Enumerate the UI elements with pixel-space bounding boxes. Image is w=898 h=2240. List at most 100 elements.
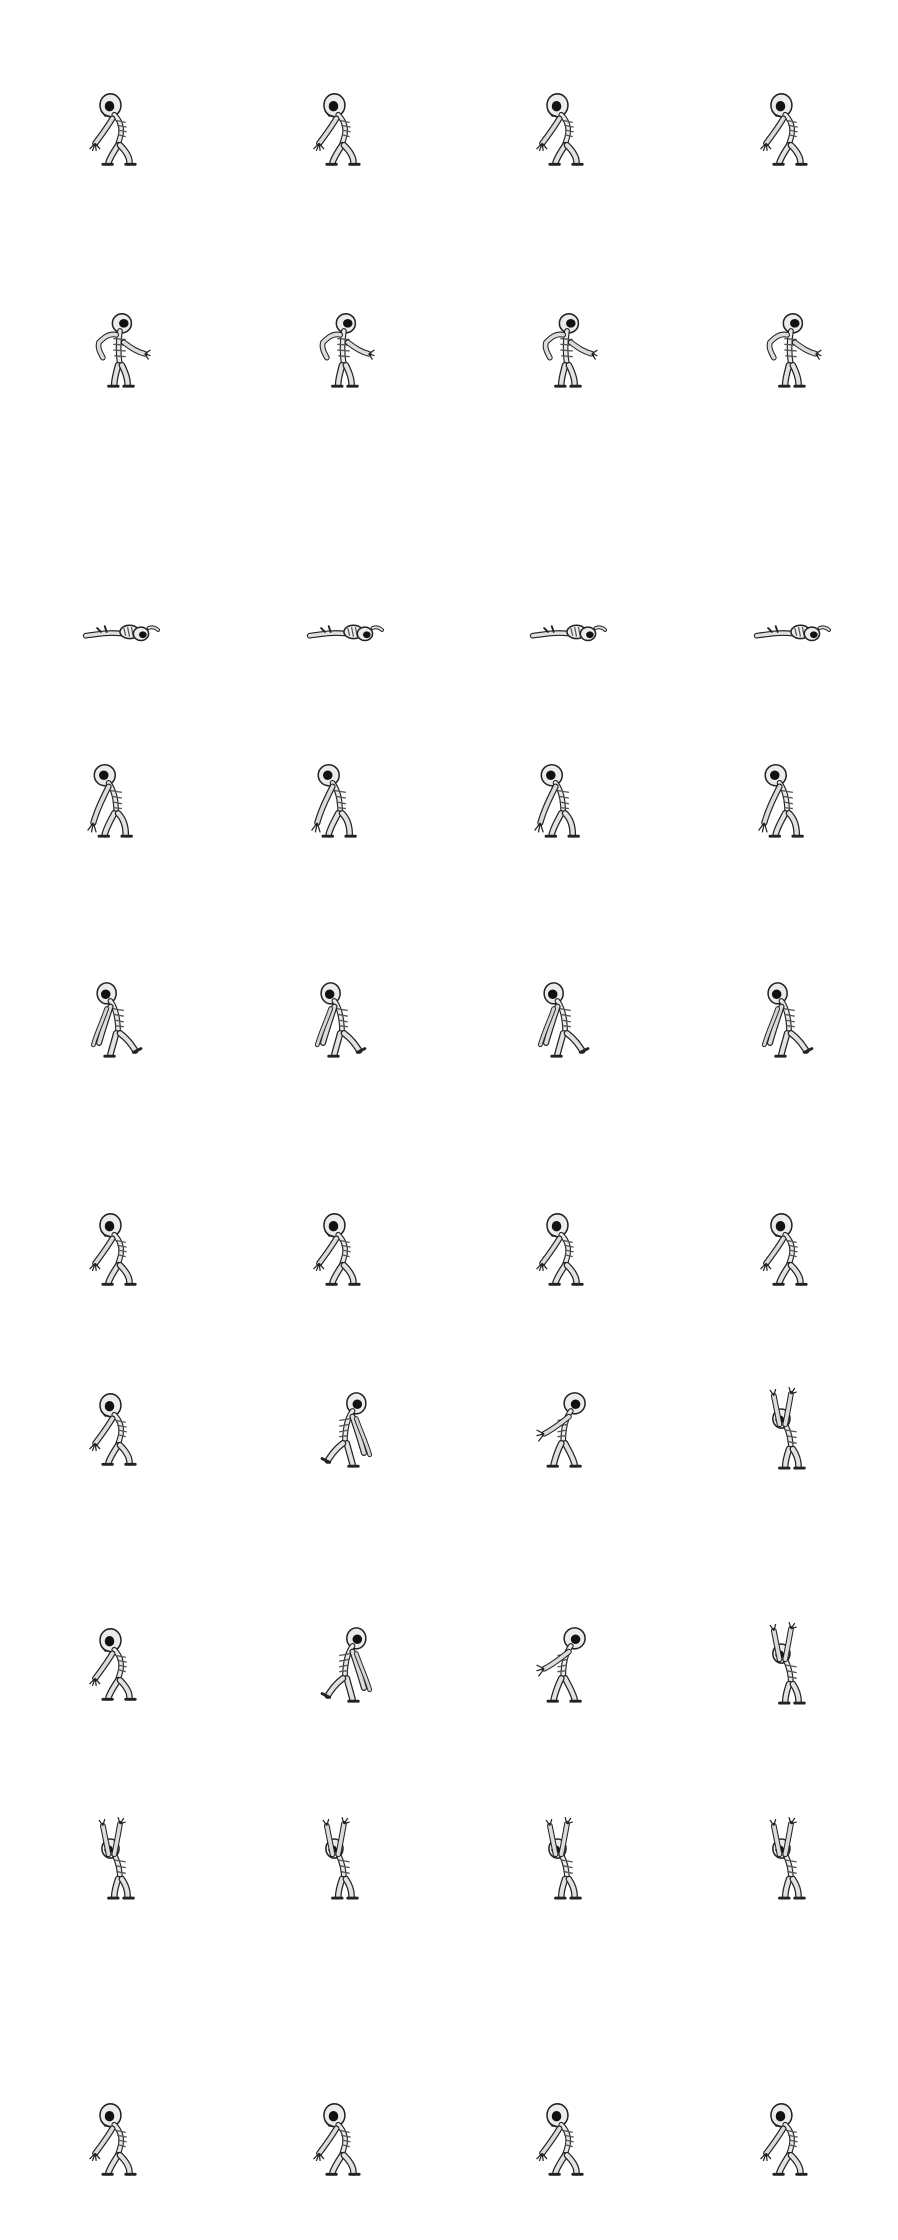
skeleton-sprite [80, 590, 160, 670]
skeleton-sprite [303, 2100, 383, 2180]
arm-swing-pose [99, 314, 151, 386]
skeleton-sprite [303, 1210, 383, 1290]
skeleton-sprite-frame [80, 1210, 160, 1290]
skeleton-sprite-frame [527, 590, 607, 670]
hunched-walk-pose [88, 765, 132, 836]
skeleton-sprite-frame [527, 90, 607, 170]
arms-up-pose [546, 1817, 580, 1898]
skeleton-sprite [303, 1625, 383, 1705]
idle-hunched-pose [313, 94, 359, 164]
skeleton-sprite-frame [527, 760, 607, 840]
skeleton-sprite [80, 1820, 160, 1900]
arms-up-pose [770, 1387, 804, 1468]
hunched-walk-pose [535, 765, 579, 836]
skeleton-sprite-frame [750, 1820, 830, 1900]
skeleton-sprite [750, 1210, 830, 1290]
skeleton-sprite-frame [80, 1820, 160, 1900]
skeleton-sprite-frame [80, 2100, 160, 2180]
skeleton-sprite [527, 590, 607, 670]
skeleton-sprite-frame [750, 1390, 830, 1470]
hunched-step-pose [764, 983, 812, 1056]
skeleton-sprite-frame [750, 760, 830, 840]
idle-hunched-pose [760, 2104, 806, 2174]
skeleton-sprite-frame [303, 1820, 383, 1900]
skeleton-sprite [80, 2100, 160, 2180]
skeleton-sprite [527, 980, 607, 1060]
hunched-step-pose [317, 983, 365, 1056]
skeleton-sprite [527, 1390, 607, 1470]
skeleton-sprite [80, 1210, 160, 1290]
skeleton-sprite [303, 760, 383, 840]
skeleton-sprite [80, 760, 160, 840]
skeleton-sprite-frame [750, 1210, 830, 1290]
arms-up-pose [99, 1817, 133, 1898]
skeleton-sprite-frame [80, 980, 160, 1060]
skeleton-sprite [527, 1210, 607, 1290]
idle-hunched-pose [760, 94, 806, 164]
idle-hunched-pose [90, 2104, 136, 2174]
attack-raise-pose [537, 1628, 586, 1701]
skeleton-sprite [303, 310, 383, 390]
skeleton-sprite-frame [750, 2100, 830, 2180]
skeleton-sprite-frame [750, 590, 830, 670]
skeleton-sprite-frame [527, 1820, 607, 1900]
skeleton-sprite-frame [80, 310, 160, 390]
idle-hunched-pose [90, 1214, 136, 1284]
skeleton-sprite [80, 310, 160, 390]
skeleton-sprite [303, 590, 383, 670]
skeleton-sprite-frame [527, 1210, 607, 1290]
skeleton-sprite [527, 90, 607, 170]
skeleton-sprite-frame [80, 1390, 160, 1470]
skeleton-sprite-frame [750, 1625, 830, 1705]
attack-raise-pose [537, 1393, 586, 1466]
skeleton-sprite-frame [527, 2100, 607, 2180]
skeleton-sprite-frame [80, 1625, 160, 1705]
skeleton-sprite [750, 90, 830, 170]
skeleton-sprite [750, 2100, 830, 2180]
skeleton-sprite [80, 980, 160, 1060]
skeleton-sprite-frame [750, 980, 830, 1060]
skeleton-sprite [80, 1390, 160, 1470]
skeleton-sprite-frame [527, 1625, 607, 1705]
skeleton-sprite-frame [303, 980, 383, 1060]
skeleton-sprite [750, 310, 830, 390]
skeleton-sprite [80, 90, 160, 170]
skeleton-sprite-frame [303, 2100, 383, 2180]
idle-hunched-pose [537, 1214, 583, 1284]
idle-hunched-pose [313, 1214, 359, 1284]
hunched-walk-pose [759, 765, 803, 836]
skeleton-sprite [303, 980, 383, 1060]
idle-hunched-pose [537, 94, 583, 164]
hunched-step-pose [322, 1628, 370, 1701]
skeleton-sprite-frame [303, 1625, 383, 1705]
skeleton-sprite [527, 1625, 607, 1705]
hunched-walk-pose [312, 765, 356, 836]
skeleton-sprite-frame [527, 1390, 607, 1470]
skeleton-sprite [303, 1820, 383, 1900]
skeleton-sprite-frame [303, 590, 383, 670]
skeleton-sprite-frame [527, 310, 607, 390]
skeleton-sprite-frame [303, 760, 383, 840]
skeleton-sprite-frame [303, 1390, 383, 1470]
skeleton-sprite [80, 1625, 160, 1705]
skeleton-sprite [303, 1390, 383, 1470]
skeleton-sprite-frame [527, 980, 607, 1060]
idle-hunched-pose [313, 2104, 359, 2174]
skeleton-sprite [750, 1390, 830, 1470]
collapsed-pose [757, 625, 829, 640]
skeleton-sprite [750, 1625, 830, 1705]
arm-swing-pose [546, 314, 598, 386]
arms-up-pose [770, 1817, 804, 1898]
skeleton-sprite [750, 980, 830, 1060]
skeleton-sprite-frame [303, 90, 383, 170]
skeleton-sprite [527, 760, 607, 840]
idle-hunched-pose [90, 1394, 136, 1464]
collapsed-pose [533, 625, 605, 640]
skeleton-sprite-frame [80, 90, 160, 170]
skeleton-sprite [750, 590, 830, 670]
arm-swing-pose [322, 314, 374, 386]
skeleton-sprite [750, 760, 830, 840]
skeleton-sprite-frame [80, 590, 160, 670]
hunched-step-pose [540, 983, 588, 1056]
